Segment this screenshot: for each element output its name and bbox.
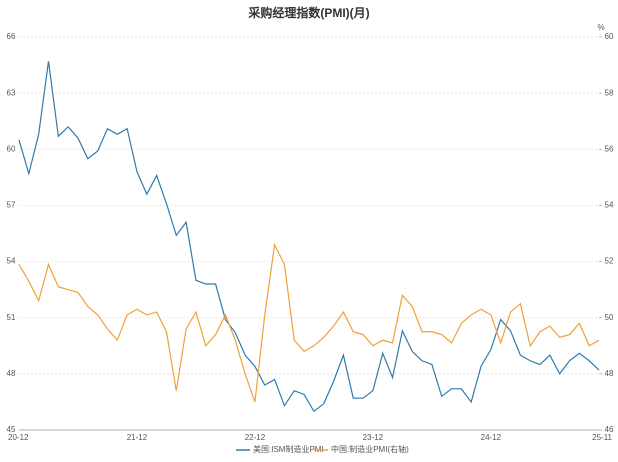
x-tick-label: 23-12 <box>363 433 384 442</box>
line-series <box>18 61 600 413</box>
y-tick-label: 66 <box>7 32 16 41</box>
y2-tick-label: 52 <box>605 257 614 266</box>
y2-unit: % <box>597 23 604 32</box>
y-tick-label: 54 <box>7 257 16 266</box>
y2-tick-label: 54 <box>605 201 614 210</box>
x-tick-label: 25-11 <box>592 433 612 442</box>
x-tick-label: 22-12 <box>245 433 266 442</box>
y-tick-label: 48 <box>7 369 16 378</box>
y2-tick-label: 46 <box>605 425 614 434</box>
legend-label: 美国:ISM制造业PMI <box>253 444 324 454</box>
line-series <box>18 242 600 403</box>
y-tick-label: 63 <box>7 88 16 97</box>
y-tick-label: 51 <box>7 313 16 322</box>
y2-tick-label: 60 <box>605 32 614 41</box>
y2-tick-label: 48 <box>605 369 614 378</box>
y2-tick-label: 56 <box>605 144 614 153</box>
x-tick-label: 21-12 <box>127 433 148 442</box>
chart-title: 采购经理指数(PMI)(月) <box>247 5 369 20</box>
x-tick-label: 20-12 <box>8 433 29 442</box>
y-tick-label: 60 <box>7 144 16 153</box>
y2-tick-label: 58 <box>605 88 614 97</box>
x-tick-label: 24-12 <box>481 433 502 442</box>
y-tick-label: 57 <box>7 201 16 210</box>
y-tick-label: 45 <box>7 425 16 434</box>
legend-label: 中国:制造业PMI(右轴) <box>331 444 409 454</box>
y2-tick-label: 50 <box>605 313 614 322</box>
